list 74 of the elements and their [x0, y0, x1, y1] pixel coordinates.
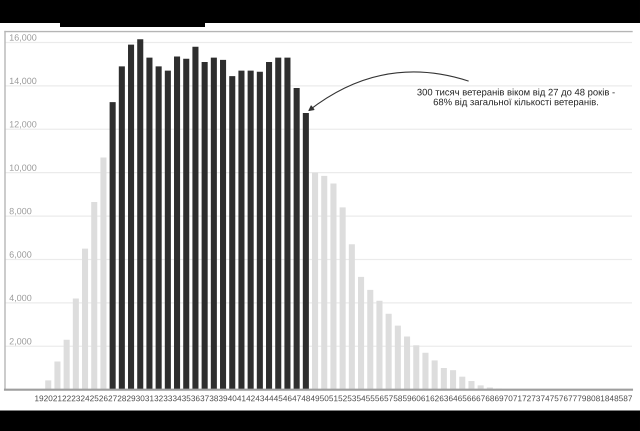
- x-tick-label: 66: [467, 395, 476, 402]
- x-tick-label: 74: [540, 396, 550, 402]
- x-tick-label: 41: [237, 396, 246, 402]
- y-tick-label: 10,000: [10, 164, 36, 172]
- x-tick-label: 44: [264, 396, 274, 402]
- x-tick-label: 35: [182, 395, 190, 402]
- x-tick-label: 51: [329, 396, 338, 402]
- x-tick-label: 62: [430, 395, 439, 402]
- x-tick-label: 20: [44, 395, 52, 402]
- x-tick-label: 81: [596, 395, 604, 402]
- x-tick-label: 60: [412, 395, 420, 402]
- x-tick-label: 52: [338, 395, 347, 402]
- x-tick-label: 32: [154, 395, 163, 402]
- x-tick-label: 50: [320, 395, 328, 402]
- y-tick-label: 8,000: [10, 208, 32, 216]
- x-tick-label: 87: [624, 395, 632, 402]
- x-tick-label: 31: [145, 395, 154, 402]
- x-tick-label: 21: [53, 395, 62, 402]
- x-tick-label: 36: [191, 395, 200, 402]
- x-tick-label: 25: [90, 395, 98, 402]
- x-tick-label: 19: [35, 395, 44, 402]
- x-tick-label: 63: [440, 395, 448, 402]
- x-tick-label: 47: [292, 396, 301, 402]
- annotation: 300 тисяч ветеранів віком від 27 до 48 років - 68% від загальної кількості ветеранів.: [417, 88, 615, 108]
- x-tick-label: 37: [200, 395, 209, 402]
- x-tick-label: 39: [218, 395, 228, 402]
- x-tick-label: 42: [246, 395, 255, 402]
- x-tick-label: 59: [402, 395, 412, 402]
- x-tick-label: 70: [504, 395, 512, 402]
- x-tick-label: 75: [550, 396, 558, 402]
- x-tick-label: 79: [578, 395, 586, 402]
- y-tick-label: 16,000: [10, 34, 36, 42]
- x-tick-label: 65: [458, 395, 466, 402]
- x-tick-label: 72: [522, 395, 531, 402]
- y-tick-label: 14,000: [10, 78, 36, 86]
- x-tick-label: 68: [486, 395, 494, 402]
- x-tick-label: 55: [366, 396, 374, 402]
- x-tick-label: 61: [421, 395, 430, 402]
- x-tick-label: 64: [448, 395, 458, 402]
- x-tick-label: 46: [283, 395, 292, 402]
- x-tick-label: 84: [605, 395, 614, 402]
- x-tick-label: 38: [210, 395, 218, 402]
- x-tick-label: 76: [559, 395, 568, 402]
- x-tick-label: 53: [348, 395, 356, 402]
- x-tick-label: 58: [394, 395, 402, 402]
- y-tick-label: 2,000: [10, 338, 32, 346]
- x-tick-label: 22: [62, 395, 71, 402]
- x-tick-label: 28: [118, 395, 126, 402]
- x-tick-label: 27: [108, 395, 117, 402]
- x-tick-label: 43: [255, 395, 264, 402]
- x-tick-label: 57: [384, 396, 393, 402]
- x-tick-label: 48: [301, 395, 310, 402]
- y-tick-label: 12,000: [10, 121, 36, 129]
- x-tick-label: 26: [99, 395, 108, 402]
- x-tick-label: 54: [356, 396, 366, 402]
- x-tick-label: 73: [532, 395, 540, 402]
- x-tick-label: 33: [164, 395, 172, 402]
- x-tick-label: 40: [228, 395, 236, 402]
- x-tick-label: 29: [126, 395, 136, 402]
- y-tick-label: 6,000: [10, 251, 32, 259]
- x-tick-label: 23: [72, 395, 80, 402]
- y-tick-label: 4,000: [9, 294, 32, 302]
- x-tick-label: 77: [568, 396, 577, 402]
- x-tick-label: 24: [80, 395, 90, 402]
- x-tick-label: 34: [172, 395, 182, 402]
- x-tick-label: 85: [614, 395, 623, 402]
- x-tick-label: 30: [136, 395, 144, 402]
- x-tick-label: 45: [274, 396, 282, 402]
- x-tick-label: 69: [494, 395, 504, 402]
- x-tick-label: 56: [375, 395, 384, 402]
- x-tick-label: 71: [513, 396, 522, 402]
- x-tick-label: 49: [310, 395, 320, 402]
- x-tick-label: 80: [586, 395, 596, 402]
- x-tick-label: 67: [476, 395, 485, 402]
